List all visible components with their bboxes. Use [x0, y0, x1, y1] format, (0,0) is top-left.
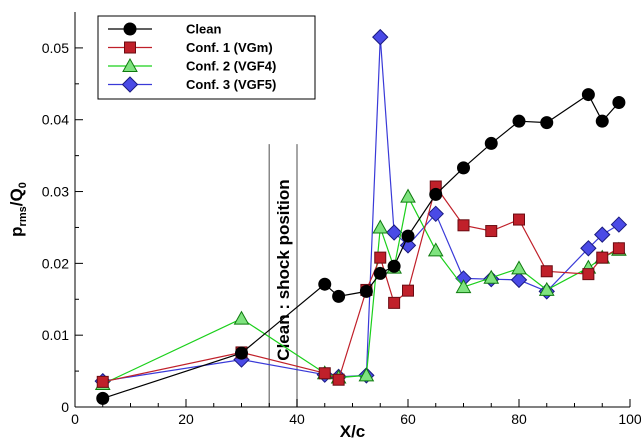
data-point [359, 284, 373, 298]
legend-label: Conf. 1 (VGm) [186, 40, 273, 55]
series-clean [96, 88, 626, 405]
shock-position-annotation: Clean : shock position [268, 144, 298, 407]
legend-label: Conf. 2 (VGF4) [186, 59, 276, 74]
data-point [455, 279, 472, 294]
x-tick-label: 20 [178, 411, 194, 427]
data-point [429, 187, 443, 201]
legend-marker [124, 41, 136, 54]
series-line [102, 185, 620, 383]
y-tick-label: 0.02 [42, 255, 69, 271]
data-point [581, 88, 595, 102]
data-point [538, 281, 555, 296]
y-axis-title-sub1: rms [17, 206, 29, 226]
data-point [610, 216, 628, 233]
legend-label: Conf. 3 (VGF5) [186, 77, 276, 92]
data-point [594, 226, 611, 243]
data-point [318, 277, 332, 291]
data-point [374, 251, 387, 264]
x-tick-label: 40 [289, 411, 305, 427]
y-axis-title-mid: /Q [7, 188, 26, 206]
legend-marker [122, 57, 138, 72]
axes: 0 20 40 60 80 100 0 0.01 0.02 0.03 0.04 0.05 [42, 12, 641, 427]
data-point [512, 114, 526, 128]
shock-position-label: Clean : shock position [274, 179, 293, 360]
data-point [510, 271, 528, 289]
data-point [457, 161, 470, 175]
y-axis-title-main: p [7, 226, 26, 236]
series-line [102, 93, 620, 399]
x-tick-label: 0 [71, 411, 79, 427]
legend-label: Clean [186, 22, 221, 37]
data-point [372, 219, 389, 234]
data-point [332, 373, 345, 386]
data-point [372, 28, 389, 46]
data-point [427, 242, 444, 257]
y-tick-label: 0.04 [42, 112, 69, 128]
data-point [540, 116, 554, 130]
data-point [483, 269, 500, 284]
series-line [102, 194, 620, 385]
data-point [401, 229, 415, 243]
data-point [580, 240, 597, 257]
data-point [513, 213, 525, 226]
data-point [485, 225, 498, 238]
data-point [400, 188, 416, 203]
series-layer [94, 28, 628, 405]
legend: Clean Conf. 1 (VGm) Conf. 2 (VGF4) Conf. 3 … [97, 15, 316, 100]
data-point [96, 375, 109, 388]
data-point [385, 224, 403, 241]
data-point [596, 251, 609, 264]
series-conf-1-vgm [96, 180, 625, 388]
x-tick-label: 80 [511, 411, 527, 427]
data-point [387, 259, 401, 273]
x-tick-label: 100 [618, 411, 641, 427]
y-axis-title: prms/Q0 [7, 182, 29, 237]
data-point [318, 367, 331, 380]
data-point [332, 289, 346, 303]
y-tick-label: 0.01 [42, 327, 69, 343]
data-point [427, 205, 444, 223]
data-point [235, 346, 248, 360]
data-point [457, 219, 470, 232]
data-point [612, 242, 625, 255]
x-tick-label: 60 [400, 411, 416, 427]
data-point [233, 310, 250, 325]
data-point [540, 265, 553, 278]
data-point [402, 284, 414, 297]
data-point [612, 95, 626, 109]
data-point [582, 268, 595, 281]
data-point [96, 391, 110, 405]
y-tick-label: 0 [61, 399, 69, 415]
data-point [595, 114, 609, 128]
legend-marker [123, 22, 137, 36]
data-point [388, 296, 401, 309]
y-tick-label: 0.05 [42, 40, 69, 56]
y-tick-label: 0.03 [42, 184, 69, 200]
data-point [484, 136, 498, 150]
data-point [373, 266, 387, 280]
data-point [399, 237, 417, 254]
data-point [511, 260, 527, 275]
legend-marker [121, 76, 139, 93]
y-axis-title-sub2: 0 [17, 182, 29, 188]
x-axis-title: X/c [340, 422, 366, 441]
data-point [358, 367, 375, 382]
